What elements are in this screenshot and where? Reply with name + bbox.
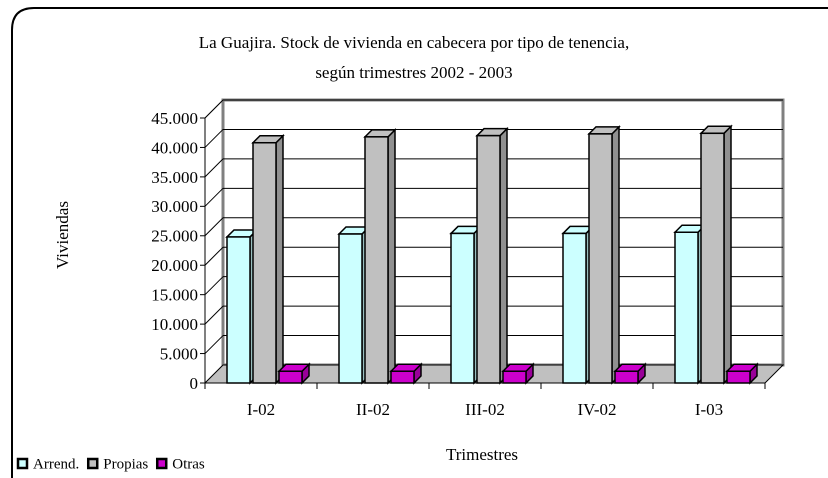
y-tick-label: 5.000	[160, 344, 198, 363]
bar	[226, 236, 251, 384]
x-axis-label: Trimestres	[446, 445, 518, 464]
legend-swatch	[155, 457, 168, 470]
chart-subtitle: según trimestres 2002 - 2003	[315, 63, 512, 82]
bar-side	[275, 133, 284, 385]
grid-line	[204, 187, 224, 207]
bar	[338, 233, 363, 384]
y-tick-label: 35.000	[151, 168, 198, 187]
bar-side	[499, 126, 508, 385]
x-tick-label: III-02	[465, 400, 505, 419]
bar	[502, 370, 527, 384]
y-tick-label: 15.000	[151, 286, 198, 305]
legend-label: Otras	[172, 456, 205, 472]
grid-line	[204, 217, 224, 237]
grid-line	[204, 99, 224, 119]
y-tick-label: 25.000	[151, 227, 198, 246]
left-wall	[204, 98, 224, 385]
x-tick-label: II-02	[356, 400, 390, 419]
bar-side	[723, 124, 732, 385]
grid-line	[204, 335, 224, 354]
chart-title: La Guajira. Stock de vivienda en cabecer…	[199, 33, 629, 52]
bar	[278, 370, 303, 384]
y-tick-label: 0	[190, 374, 199, 393]
y-tick-label: 20.000	[151, 256, 198, 275]
legend-label: Arrend.	[33, 456, 79, 472]
bar	[614, 370, 639, 384]
bar-side	[611, 125, 620, 385]
grid-line	[204, 276, 224, 296]
grid-line	[204, 129, 224, 148]
grid-line	[204, 158, 224, 178]
grid-line	[204, 246, 224, 266]
bar	[700, 132, 725, 384]
legend-swatch	[16, 457, 29, 470]
y-tick-label: 30.000	[151, 197, 198, 216]
y-tick-label: 45.000	[151, 109, 198, 128]
bar	[450, 232, 475, 384]
bar	[364, 136, 389, 384]
bar	[476, 134, 501, 384]
bar	[588, 133, 613, 384]
x-tick-label: I-03	[695, 400, 723, 419]
y-tick-label: 40.000	[151, 138, 198, 157]
bar	[252, 141, 277, 384]
x-tick-label: I-02	[247, 400, 275, 419]
legend-swatch	[86, 457, 99, 470]
chart-frame	[11, 7, 828, 478]
y-axis-label: Viviendas	[53, 201, 72, 269]
bar	[562, 232, 587, 384]
bar	[726, 370, 751, 384]
grid-line	[204, 305, 224, 325]
x-tick-label: IV-02	[577, 400, 616, 419]
bar	[674, 231, 699, 384]
y-tick-label: 10.000	[151, 315, 198, 334]
legend-label: Propias	[103, 456, 148, 472]
bar	[390, 370, 415, 384]
bar-side	[387, 128, 396, 385]
